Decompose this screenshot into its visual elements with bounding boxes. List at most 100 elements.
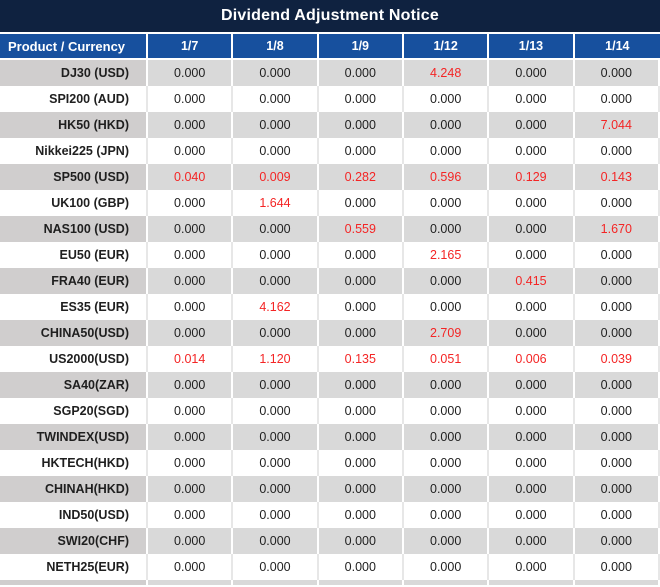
table-row: US2000(USD) 0.014 1.120 0.135 0.051 0.006 0.03… <box>0 346 660 372</box>
value-cell: 0.000 <box>403 476 490 502</box>
table-row: EU50 (EUR) 0.000 0.000 0.000 2.165 0.000 0.000 <box>0 242 660 268</box>
value-cell: 0.000 <box>148 190 234 216</box>
table-row: CHINA50(USD) 0.000 0.000 0.000 2.709 0.000 0.0… <box>0 320 660 346</box>
table-row: SGP20(SGD) 0.000 0.000 0.000 0.000 0.000 0.000 <box>0 398 660 424</box>
value-cell: 0.000 <box>233 528 319 554</box>
value-cell: 0.000 <box>233 216 319 242</box>
value-cell: 0.000 <box>318 190 404 216</box>
table-row: SWI20(CHF) 0.000 0.000 0.000 0.000 0.000 0.000 <box>0 528 660 554</box>
column-header-date: 1/12 <box>403 34 490 60</box>
value-cell: 0.040 <box>148 164 234 190</box>
value-cell: 0.000 <box>574 554 660 580</box>
table-row: SP500 (USD) 0.040 0.009 0.282 0.596 0.129 0.14… <box>0 164 660 190</box>
value-cell: 0.000 <box>574 268 660 294</box>
value-cell: 0.000 <box>318 60 404 86</box>
table-row: SA40(ZAR) 0.000 0.000 0.000 0.000 0.000 0.000 <box>0 372 660 398</box>
value-cell: 0.000 <box>574 528 660 554</box>
value-cell: 0.000 <box>403 502 490 528</box>
partial-row <box>0 580 660 585</box>
value-cell: 0.000 <box>574 86 660 112</box>
product-cell: NAS100 (USD) <box>0 216 148 242</box>
value-cell: 0.000 <box>318 476 404 502</box>
value-cell: 0.000 <box>233 320 319 346</box>
value-cell: 0.000 <box>318 242 404 268</box>
value-cell: 0.000 <box>148 242 234 268</box>
value-cell: 0.014 <box>148 346 234 372</box>
value-cell: 1.644 <box>233 190 319 216</box>
product-cell: CHINAH(HKD) <box>0 476 148 502</box>
value-cell: 0.000 <box>233 86 319 112</box>
value-cell: 0.000 <box>318 138 404 164</box>
column-header-date: 1/8 <box>233 34 319 60</box>
value-cell: 0.000 <box>148 320 234 346</box>
value-cell: 0.000 <box>318 268 404 294</box>
column-header-date: 1/9 <box>318 34 404 60</box>
value-cell: 0.000 <box>403 294 490 320</box>
value-cell: 0.000 <box>148 268 234 294</box>
value-cell: 0.000 <box>489 424 575 450</box>
value-cell: 0.000 <box>489 86 575 112</box>
value-cell: 7.044 <box>574 112 660 138</box>
value-cell: 0.000 <box>574 190 660 216</box>
value-cell: 0.000 <box>233 398 319 424</box>
table-row: FRA40 (EUR) 0.000 0.000 0.000 0.000 0.415 0.00… <box>0 268 660 294</box>
value-cell: 0.000 <box>403 554 490 580</box>
value-cell: 0.000 <box>489 450 575 476</box>
value-cell: 0.000 <box>318 502 404 528</box>
value-cell: 0.135 <box>318 346 404 372</box>
value-cell: 0.000 <box>148 216 234 242</box>
value-cell: 0.000 <box>318 372 404 398</box>
value-cell: 0.000 <box>318 398 404 424</box>
product-cell: SP500 (USD) <box>0 164 148 190</box>
value-cell: 0.000 <box>148 476 234 502</box>
product-cell: EU50 (EUR) <box>0 242 148 268</box>
value-cell: 0.000 <box>489 216 575 242</box>
product-cell: NETH25(EUR) <box>0 554 148 580</box>
value-cell: 0.000 <box>489 242 575 268</box>
table-row: DJ30 (USD) 0.000 0.000 0.000 4.248 0.000 0.000 <box>0 60 660 86</box>
value-cell: 0.051 <box>403 346 490 372</box>
value-cell: 0.000 <box>574 450 660 476</box>
table-row: IND50(USD) 0.000 0.000 0.000 0.000 0.000 0.000 <box>0 502 660 528</box>
value-cell: 0.000 <box>233 372 319 398</box>
value-cell: 0.000 <box>489 294 575 320</box>
product-cell: TWINDEX(USD) <box>0 424 148 450</box>
value-cell: 0.000 <box>403 86 490 112</box>
product-cell: DJ30 (USD) <box>0 60 148 86</box>
value-cell: 0.000 <box>148 138 234 164</box>
value-cell: 4.162 <box>233 294 319 320</box>
value-cell: 0.000 <box>489 476 575 502</box>
value-cell: 0.000 <box>318 554 404 580</box>
table-row: ES35 (EUR) 0.000 4.162 0.000 0.000 0.000 0.000 <box>0 294 660 320</box>
value-cell: 0.000 <box>318 528 404 554</box>
table-row: HK50 (HKD) 0.000 0.000 0.000 0.000 0.000 7.044 <box>0 112 660 138</box>
value-cell: 0.000 <box>489 138 575 164</box>
value-cell: 0.000 <box>489 190 575 216</box>
product-cell: SWI20(CHF) <box>0 528 148 554</box>
table-row: UK100 (GBP) 0.000 1.644 0.000 0.000 0.000 0.00… <box>0 190 660 216</box>
value-cell: 0.000 <box>148 424 234 450</box>
value-cell: 0.000 <box>403 268 490 294</box>
value-cell: 0.000 <box>148 372 234 398</box>
value-cell: 0.000 <box>233 450 319 476</box>
value-cell: 0.000 <box>574 372 660 398</box>
product-cell: HK50 (HKD) <box>0 112 148 138</box>
header-row: Product / Currency 1/7 1/8 1/9 1/12 1/13 1/14 <box>0 34 660 60</box>
dividend-table: Product / Currency 1/7 1/8 1/9 1/12 1/13 1/14… <box>0 34 660 585</box>
value-cell: 0.000 <box>489 112 575 138</box>
value-cell: 0.000 <box>574 476 660 502</box>
value-cell: 4.248 <box>403 60 490 86</box>
value-cell: 2.165 <box>403 242 490 268</box>
product-cell: FRA40 (EUR) <box>0 268 148 294</box>
value-cell: 0.000 <box>574 294 660 320</box>
column-header-date: 1/13 <box>489 34 575 60</box>
value-cell: 0.000 <box>148 112 234 138</box>
value-cell: 0.000 <box>403 528 490 554</box>
value-cell: 0.000 <box>574 138 660 164</box>
product-cell <box>0 580 148 585</box>
table-row: CHINAH(HKD) 0.000 0.000 0.000 0.000 0.000 0.00… <box>0 476 660 502</box>
value-cell: 0.000 <box>489 320 575 346</box>
value-cell: 2.709 <box>403 320 490 346</box>
value-cell: 0.000 <box>318 320 404 346</box>
value-cell: 0.000 <box>318 294 404 320</box>
